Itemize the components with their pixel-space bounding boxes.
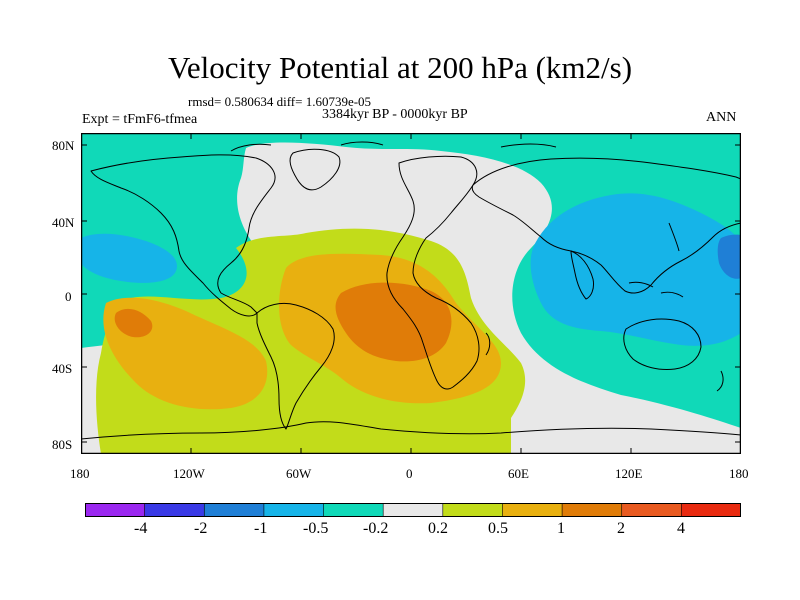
coastline-greenland xyxy=(289,148,341,191)
colorbar-cell xyxy=(203,503,265,517)
coastline-new-zealand xyxy=(716,370,724,392)
period-label: 3384kyr BP - 0000kyr BP xyxy=(322,107,468,122)
coastline-antarctica xyxy=(81,421,741,440)
y-tick-80s: 80S xyxy=(52,437,73,452)
y-tick-40s: 40S xyxy=(52,361,73,376)
coastline-india xyxy=(570,250,594,300)
colorbar-label: -4 xyxy=(134,520,148,537)
colorbar-cell xyxy=(561,503,623,517)
colorbar-label: 4 xyxy=(677,520,685,537)
field-negative-east-edge xyxy=(717,234,741,279)
y-tick-40n: 40N xyxy=(52,215,75,230)
colorbar-label: 0.5 xyxy=(488,520,508,537)
coastline-south-america xyxy=(256,302,335,430)
colorbar xyxy=(85,503,741,517)
colorbar-cell xyxy=(382,503,444,517)
coastline-asia xyxy=(471,157,741,294)
coastline-islands-east xyxy=(628,222,684,298)
y-tick-80n: 80N xyxy=(52,138,75,153)
x-tick-180w: 180 xyxy=(70,466,90,481)
colorbar-cell xyxy=(323,503,384,517)
colorbar-label: -0.5 xyxy=(303,520,329,537)
coastline-europe-africa xyxy=(386,155,480,390)
y-tick-0: 0 xyxy=(65,289,72,304)
colorbar-label: 1 xyxy=(557,520,565,537)
colorbar-cell xyxy=(502,503,563,517)
colorbar-label: 2 xyxy=(617,520,625,537)
stats-label: rmsd= 0.580634 diff= 1.60739e-05 xyxy=(188,94,372,109)
coastlines xyxy=(81,141,741,440)
colorbar-label: -2 xyxy=(194,520,208,537)
colorbar-label: -0.2 xyxy=(363,520,389,537)
coastline-arctic-islands xyxy=(230,141,557,152)
experiment-label: Expt = tFmF6-tfmea xyxy=(82,112,198,127)
colorbar-cell xyxy=(621,503,683,517)
colorbar-cell xyxy=(263,503,325,517)
x-tick-180e: 180 xyxy=(729,466,749,481)
x-tick-120w: 120W xyxy=(173,466,205,481)
field-positive-high-region xyxy=(114,282,452,362)
coastline-madagascar xyxy=(485,332,491,356)
map-panel xyxy=(81,133,741,454)
axis-ticks xyxy=(81,133,741,454)
coastline-north-america xyxy=(90,154,276,317)
x-tick-120e: 120E xyxy=(615,466,643,481)
colorbar-cell xyxy=(442,503,504,517)
field-negative-west-region xyxy=(81,233,177,283)
colorbar-cell xyxy=(681,503,741,517)
colorbar-label: 0.2 xyxy=(428,520,448,537)
x-tick-0: 0 xyxy=(406,466,413,481)
field-negative-east-region xyxy=(530,193,741,346)
coastline-australia xyxy=(623,318,702,370)
colorbar-cell xyxy=(85,503,146,517)
colorbar-cell xyxy=(144,503,206,517)
colorbar-label: -1 xyxy=(254,520,268,537)
x-tick-60w: 60W xyxy=(286,466,312,481)
season-label: ANN xyxy=(706,110,737,125)
figure-title: Velocity Potential at 200 hPa (km2/s) xyxy=(167,50,633,85)
x-tick-60e: 60E xyxy=(508,466,529,481)
